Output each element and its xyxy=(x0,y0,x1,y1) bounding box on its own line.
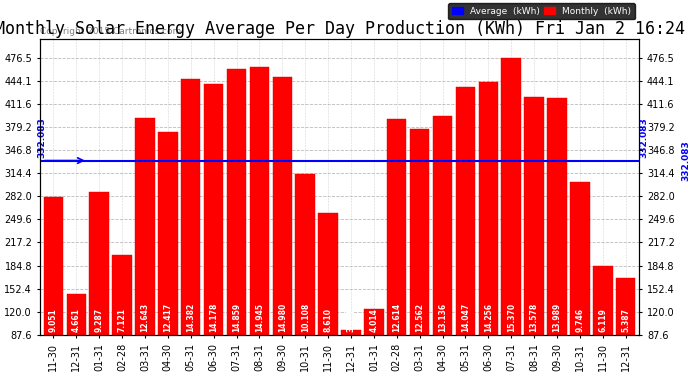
Title: Monthly Solar Energy Average Per Day Production (KWh) Fri Jan 2 16:24: Monthly Solar Energy Average Per Day Pro… xyxy=(0,21,684,39)
Text: 332.083: 332.083 xyxy=(682,140,690,181)
Bar xyxy=(227,69,246,375)
Legend: Average  (kWh), Monthly  (kWh): Average (kWh), Monthly (kWh) xyxy=(448,3,635,20)
Bar xyxy=(204,84,224,375)
Bar xyxy=(181,79,201,375)
Text: 5.387: 5.387 xyxy=(621,308,630,332)
Text: 14.382: 14.382 xyxy=(186,303,195,332)
Text: 14.256: 14.256 xyxy=(484,303,493,332)
Text: 332.083: 332.083 xyxy=(640,117,649,158)
Bar xyxy=(433,116,452,375)
Bar xyxy=(66,294,86,375)
Bar xyxy=(547,98,566,375)
Bar xyxy=(158,132,177,375)
Text: 10.108: 10.108 xyxy=(301,303,310,332)
Text: 332.083: 332.083 xyxy=(37,117,46,158)
Text: 14.859: 14.859 xyxy=(232,303,241,332)
Bar xyxy=(524,97,544,375)
Bar xyxy=(502,57,521,375)
Text: 9.287: 9.287 xyxy=(95,308,103,332)
Bar xyxy=(318,213,338,375)
Bar xyxy=(410,129,429,375)
Bar xyxy=(342,330,361,375)
Bar xyxy=(43,197,63,375)
Bar xyxy=(90,192,109,375)
Bar xyxy=(112,255,132,375)
Text: 14.047: 14.047 xyxy=(461,303,470,332)
Text: 4.014: 4.014 xyxy=(369,308,378,332)
Text: 12.643: 12.643 xyxy=(141,303,150,332)
Text: 14.945: 14.945 xyxy=(255,303,264,332)
Bar xyxy=(273,77,292,375)
Text: 13.989: 13.989 xyxy=(553,303,562,332)
Bar xyxy=(250,67,269,375)
Bar xyxy=(479,82,498,375)
Text: 9.051: 9.051 xyxy=(49,308,58,332)
Text: 12.562: 12.562 xyxy=(415,303,424,332)
Bar xyxy=(387,118,406,375)
Bar xyxy=(570,182,590,375)
Text: 9.746: 9.746 xyxy=(575,308,584,332)
Bar xyxy=(295,174,315,375)
Bar xyxy=(364,309,384,375)
Text: 8.610: 8.610 xyxy=(324,308,333,332)
Text: 6.119: 6.119 xyxy=(598,308,607,332)
Text: 7.121: 7.121 xyxy=(117,308,126,332)
Text: 14.980: 14.980 xyxy=(278,303,287,332)
Text: 13.578: 13.578 xyxy=(530,303,539,332)
Bar xyxy=(616,278,635,375)
Text: Copyright 2015 Cartronics.com: Copyright 2015 Cartronics.com xyxy=(40,27,181,36)
Text: 14.178: 14.178 xyxy=(209,303,218,332)
Bar xyxy=(135,118,155,375)
Text: 12.614: 12.614 xyxy=(393,303,402,332)
Text: 4.661: 4.661 xyxy=(72,308,81,332)
Text: 15.370: 15.370 xyxy=(506,303,515,332)
Text: 13.136: 13.136 xyxy=(438,303,447,332)
Bar xyxy=(455,87,475,375)
Text: 12.417: 12.417 xyxy=(164,303,172,332)
Bar xyxy=(593,267,613,375)
Text: 3.071: 3.071 xyxy=(346,308,355,332)
